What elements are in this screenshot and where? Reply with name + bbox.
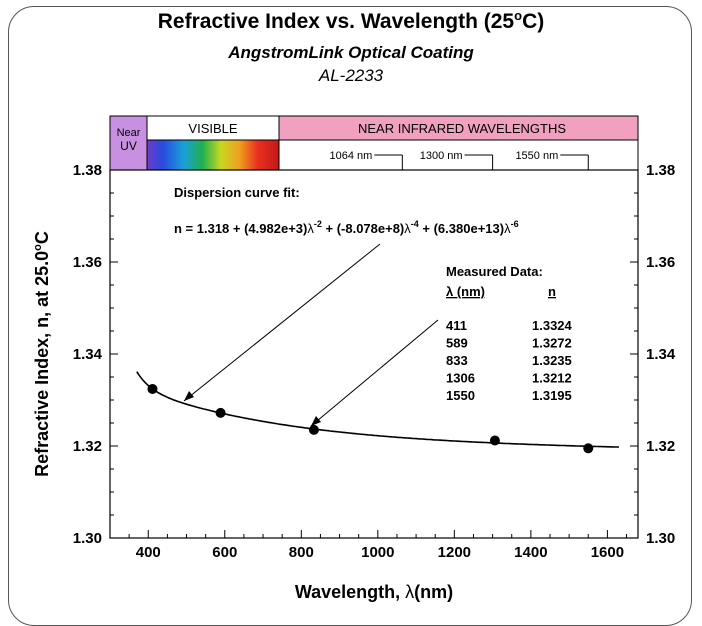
table-cell-wavelength: 833 [446,353,468,368]
x-axis-label: Wavelength, λ(nm) [295,582,453,602]
y-tick-label-left: 1.38 [73,162,102,179]
y-tick-label-left: 1.34 [73,346,103,363]
y-tick-label-left: 1.36 [73,254,102,271]
formula-arrow-curve [183,243,381,402]
x-tick-label: 800 [289,544,314,561]
table-cell-n: 1.3272 [532,336,572,351]
y-tick-label-right: 1.38 [646,162,675,179]
arrowhead-curve-icon [184,391,194,401]
formula-heading: Dispersion curve fit: [174,185,300,200]
y-tick-label-left: 1.32 [73,438,102,455]
data-point [489,435,500,446]
ir-marker-label: 1300 nm [420,150,463,162]
table-col-n: n [548,284,556,299]
table-cell-wavelength: 589 [446,336,468,351]
chart-title: Refractive Index vs. Wavelength (25oC) [157,8,545,33]
near-ir-label: NEAR INFRARED WAVELENGTHS [358,121,566,136]
x-tick-label: 600 [212,544,237,561]
table-heading: Measured Data: [446,264,543,279]
table-cell-wavelength: 1306 [446,371,475,386]
table-cell-n: 1.3195 [532,388,572,403]
y-axis-label: Refractive Index, n, at 25.0oC [32,231,52,477]
visible-label: VISIBLE [188,121,237,136]
chart-subtitle: AngstromLink Optical Coating [228,43,474,62]
product-code: AL-2233 [318,66,384,85]
formula-text: n = 1.318 + (4.982e+3)λ-2 + (-8.078e+8)λ… [174,219,519,236]
x-tick-label: 1600 [591,544,624,561]
data-point [308,424,319,435]
y-tick-label-right: 1.32 [646,438,675,455]
arrowhead-point-icon [311,416,321,426]
data-point [147,383,158,394]
y-tick-label-right: 1.30 [646,530,675,547]
x-tick-label: 1400 [514,544,547,561]
data-arrow-point [310,319,439,427]
visible-band [146,115,280,141]
visible-spectrum [146,139,280,171]
y-tick-label-right: 1.36 [646,254,675,271]
x-tick-label: 1000 [361,544,394,561]
near-uv-label-2: UV [120,139,137,153]
table-cell-wavelength: 1550 [446,388,475,403]
data-point [215,407,226,418]
table-col-wavelength: λ (nm) [446,284,485,299]
ir-marker-label: 1064 nm [330,150,373,162]
table-cell-n: 1.3235 [532,353,572,368]
near-uv-label-1: Near [117,127,141,139]
x-tick-label: 400 [136,544,161,561]
y-tick-label-left: 1.30 [73,530,102,547]
table-cell-n: 1.3324 [532,318,573,333]
x-tick-label: 1200 [438,544,471,561]
ir-marker-label: 1550 nm [515,150,558,162]
table-cell-wavelength: 411 [446,318,467,333]
chart-canvas: Near UV VISIBLE NEAR INFRARED WAVELENGTH… [32,115,676,602]
y-tick-label-right: 1.34 [646,346,676,363]
data-point [583,443,594,454]
table-cell-n: 1.3212 [532,371,572,386]
near-ir-band [278,115,639,141]
